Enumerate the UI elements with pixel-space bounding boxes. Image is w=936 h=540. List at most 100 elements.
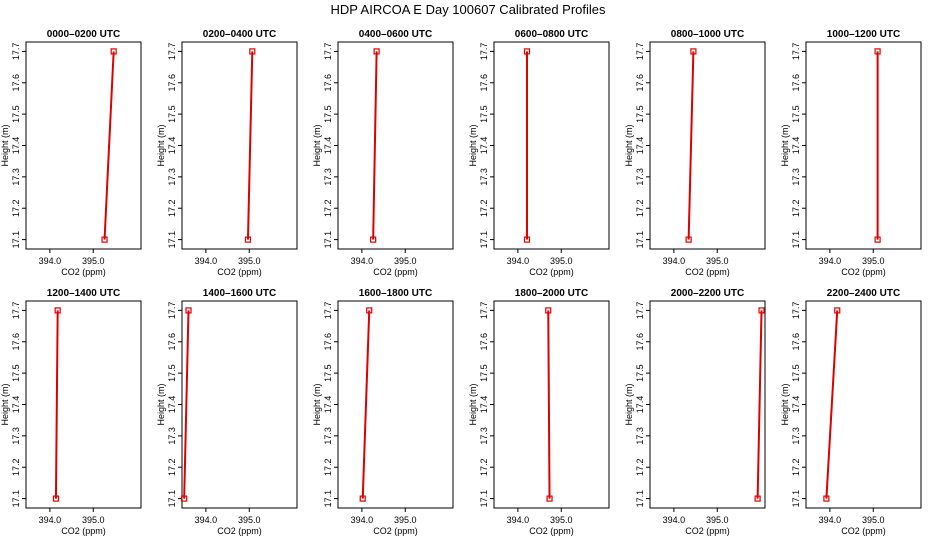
y-tick-label: 17.7 <box>479 43 489 61</box>
y-tick-label: 17.1 <box>479 231 489 249</box>
y-tick-label: 17.5 <box>635 364 645 382</box>
x-tick-label: 395.0 <box>550 256 573 266</box>
y-tick-label: 17.6 <box>323 333 333 351</box>
x-axis-label: CO2 (ppm) <box>529 267 574 277</box>
y-tick-label: 17.1 <box>635 231 645 249</box>
y-tick-label: 17.7 <box>323 43 333 61</box>
y-tick-label: 17.3 <box>11 168 21 186</box>
x-tick-label: 395.0 <box>238 256 261 266</box>
x-axis-label: CO2 (ppm) <box>61 267 106 277</box>
y-tick-label: 17.3 <box>791 427 801 445</box>
y-tick-label: 17.5 <box>11 364 21 382</box>
data-point <box>52 495 60 502</box>
data-point <box>110 48 117 55</box>
y-axis-label: Height (m) <box>312 124 322 166</box>
panel-title: 1600–1800 UTC <box>359 288 432 299</box>
x-tick-label: 394.0 <box>507 515 530 525</box>
plot-frame <box>337 41 454 250</box>
y-tick-label: 17.6 <box>635 74 645 92</box>
y-tick-label: 17.2 <box>635 458 645 476</box>
x-axis-label: CO2 (ppm) <box>217 267 262 277</box>
x-tick-label: 394.0 <box>39 256 62 266</box>
profile-line <box>687 51 695 240</box>
panel-title: 0000–0200 UTC <box>47 29 120 40</box>
x-tick-label: 394.0 <box>351 515 374 525</box>
y-tick-label: 17.3 <box>791 168 801 186</box>
y-tick-label: 17.3 <box>323 427 333 445</box>
y-tick-label: 17.2 <box>479 199 489 217</box>
x-tick-label: 394.0 <box>663 256 686 266</box>
y-tick-label: 17.7 <box>167 302 177 320</box>
data-point <box>185 307 192 314</box>
profile-line <box>361 310 371 499</box>
y-tick-label: 17.4 <box>635 137 645 155</box>
y-tick-label: 17.7 <box>635 43 645 61</box>
y-tick-label: 17.5 <box>479 364 489 382</box>
y-tick-label: 17.1 <box>323 490 333 508</box>
y-axis-label: Height (m) <box>0 383 10 425</box>
y-tick-label: 17.6 <box>167 74 177 92</box>
panel-title: 0800–1000 UTC <box>671 29 744 40</box>
y-tick-label: 17.3 <box>323 168 333 186</box>
x-tick-label: 395.0 <box>862 515 885 525</box>
y-tick-label: 17.4 <box>791 137 801 155</box>
profile-line <box>246 51 254 240</box>
y-axis-label: Height (m) <box>312 383 322 425</box>
y-tick-label: 17.2 <box>635 199 645 217</box>
y-tick-label: 17.1 <box>791 490 801 508</box>
plot-frame <box>181 41 298 250</box>
data-point <box>54 307 61 314</box>
data-point <box>244 236 252 243</box>
y-tick-label: 17.7 <box>635 302 645 320</box>
y-tick-label: 17.2 <box>11 199 21 217</box>
y-tick-label: 17.2 <box>323 458 333 476</box>
plot-frame <box>25 300 142 509</box>
y-tick-label: 17.3 <box>479 168 489 186</box>
plot-frame <box>25 41 142 250</box>
y-axis-label: Height (m) <box>156 124 166 166</box>
data-point <box>758 307 765 314</box>
y-tick-label: 17.7 <box>11 43 21 61</box>
x-axis-label: CO2 (ppm) <box>373 526 418 536</box>
y-tick-label: 17.5 <box>167 105 177 123</box>
x-tick-label: 395.0 <box>82 515 105 525</box>
y-tick-label: 17.2 <box>167 199 177 217</box>
y-tick-label: 17.5 <box>791 105 801 123</box>
panel-title: 0200–0400 UTC <box>203 29 276 40</box>
y-tick-label: 17.3 <box>479 427 489 445</box>
x-axis-label: CO2 (ppm) <box>841 526 886 536</box>
y-tick-label: 17.1 <box>479 490 489 508</box>
y-tick-label: 17.4 <box>323 137 333 155</box>
y-axis-label: Height (m) <box>468 124 478 166</box>
data-point <box>359 495 366 502</box>
y-tick-label: 17.1 <box>167 490 177 508</box>
y-axis-label: Height (m) <box>624 383 634 425</box>
x-axis-label: CO2 (ppm) <box>841 267 886 277</box>
y-tick-label: 17.5 <box>635 105 645 123</box>
panel-title: 1400–1600 UTC <box>203 288 276 299</box>
x-axis-label: CO2 (ppm) <box>217 526 262 536</box>
y-tick-label: 17.4 <box>11 396 21 414</box>
data-point <box>366 307 373 314</box>
x-tick-label: 395.0 <box>550 515 573 525</box>
y-tick-label: 17.3 <box>11 427 21 445</box>
y-tick-label: 17.3 <box>635 427 645 445</box>
y-tick-label: 17.6 <box>635 333 645 351</box>
data-point <box>373 48 380 55</box>
panel-title: 1800–2000 UTC <box>515 288 588 299</box>
plot-frame <box>493 300 610 509</box>
plot-frame <box>649 300 766 509</box>
x-tick-label: 394.0 <box>195 256 218 266</box>
y-tick-label: 17.4 <box>479 137 489 155</box>
plot-frame <box>805 300 922 509</box>
y-tick-label: 17.4 <box>167 396 177 414</box>
y-tick-label: 17.1 <box>323 231 333 249</box>
y-axis-label: Height (m) <box>156 383 166 425</box>
y-tick-label: 17.5 <box>167 364 177 382</box>
data-point <box>874 48 881 55</box>
figure-title: HDP AIRCOA E Day 100607 Calibrated Profi… <box>330 2 606 17</box>
